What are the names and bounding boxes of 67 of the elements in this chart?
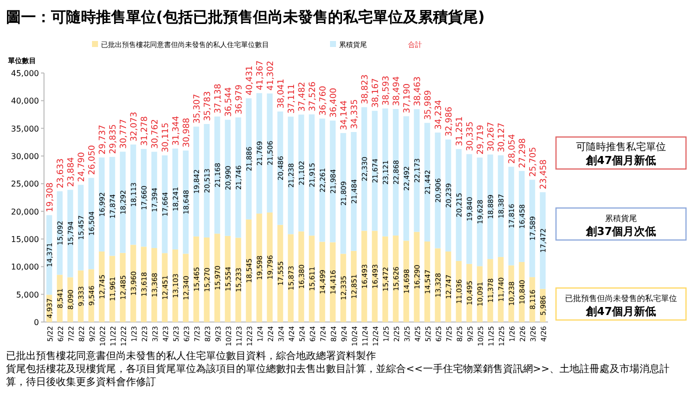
total-label: 41,302 [266, 60, 276, 90]
text: 可隨時推售私宅單位 [576, 141, 666, 153]
y-tick-label: 45,000 [11, 69, 39, 78]
total-label: 36,544 [224, 87, 234, 117]
total-label: 30,335 [465, 121, 476, 152]
total-label: 27,298 [518, 138, 528, 168]
text: 創47個月新低 [584, 154, 656, 167]
text: 貨尾包括樓花及現樓貨尾，各項目貨尾單位為該項目的單位總數扣去售出數目計算，並綜合<<一手住宅物業銷售資訊網>>、土地註冊處及市場消息計算，待日後收集更多資料會作修訂 [6, 363, 671, 389]
total-label: 41,367 [255, 60, 266, 90]
total-label: 35,307 [192, 94, 202, 124]
total-label: 36,400 [328, 88, 339, 118]
total-label: 26,050 [87, 145, 98, 175]
total-label: 23,458 [538, 159, 549, 190]
text: 累積貨尾 [605, 214, 637, 223]
y-tick-label: 35,000 [11, 124, 39, 134]
text: 創47個月新低 [584, 305, 656, 318]
total-label: 38,041 [276, 78, 286, 109]
total-label: 25,705 [528, 147, 538, 177]
total-label: 34,335 [350, 99, 360, 130]
y-tick-label: 20,000 [11, 207, 39, 216]
y-tick-label: 40,000 [11, 96, 39, 106]
total-label: 28,054 [507, 134, 518, 164]
y-tick-label: 30,000 [11, 152, 39, 161]
total-label: 36,979 [234, 84, 244, 114]
text: 已批出預售樓花同意書但尚未發售的私人住宅單位數目資料，綜合地政總署資料製作 [6, 350, 377, 363]
total-label: 34,234 [434, 100, 444, 130]
total-label: 29,719 [476, 124, 486, 155]
total-label: 29,835 [108, 124, 118, 154]
total-label: 36,760 [318, 86, 328, 116]
total-label: 30,762 [150, 119, 160, 149]
y-tick-label: 5,000 [16, 290, 39, 300]
y-tick-label: 25,000 [11, 180, 39, 189]
total-label: 30,267 [486, 122, 496, 152]
total-label: 35,783 [202, 91, 213, 121]
text: 創37個月次低 [584, 225, 656, 238]
total-label: 29,737 [98, 124, 108, 154]
y-tick-label: 15,000 [11, 235, 39, 244]
total-label: 37,190 [402, 83, 412, 114]
total-label: 34,144 [339, 100, 350, 130]
total-label: 38,593 [381, 76, 392, 106]
total-label: 37,482 [297, 82, 308, 112]
total-label: 31,251 [454, 116, 465, 146]
total-label: 35,989 [423, 90, 434, 120]
total-label: 24,790 [76, 152, 87, 182]
total-label: 40,431 [244, 66, 255, 96]
total-label: 23,633 [56, 158, 66, 188]
total-label: 38,823 [360, 74, 370, 104]
total-label: 23,884 [66, 157, 76, 187]
total-label: 19,308 [45, 182, 56, 212]
y-tick-label: 0 [34, 318, 39, 327]
total-label: 30,777 [118, 118, 129, 149]
total-label: 30,115 [160, 122, 171, 152]
total-label: 32,073 [129, 112, 140, 142]
total-label: 30,127 [496, 122, 507, 152]
total-label: 30,988 [182, 118, 192, 148]
total-label: 37,138 [213, 84, 224, 114]
total-label: 38,167 [370, 78, 381, 108]
total-label: 32,986 [444, 106, 454, 136]
total-label: 37,111 [286, 84, 297, 114]
text: 已批預售但尚未發售的私宅單位 [565, 294, 677, 303]
chart-title: 圖一：可隨時推售單位(包括已批預售但尚未發售的私宅單位及累積貨尾) [6, 8, 485, 26]
total-label: 31,278 [140, 116, 150, 146]
total-label: 38,494 [392, 76, 402, 106]
total-label: 31,344 [171, 116, 182, 146]
total-label: 37,526 [308, 82, 318, 112]
total-label: 38,463 [412, 76, 423, 106]
y-tick-label: 10,000 [11, 262, 39, 272]
